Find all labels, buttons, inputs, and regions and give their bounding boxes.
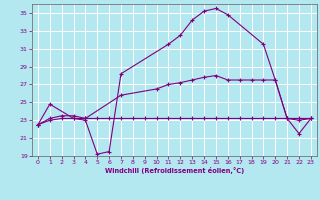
X-axis label: Windchill (Refroidissement éolien,°C): Windchill (Refroidissement éolien,°C) [105,167,244,174]
